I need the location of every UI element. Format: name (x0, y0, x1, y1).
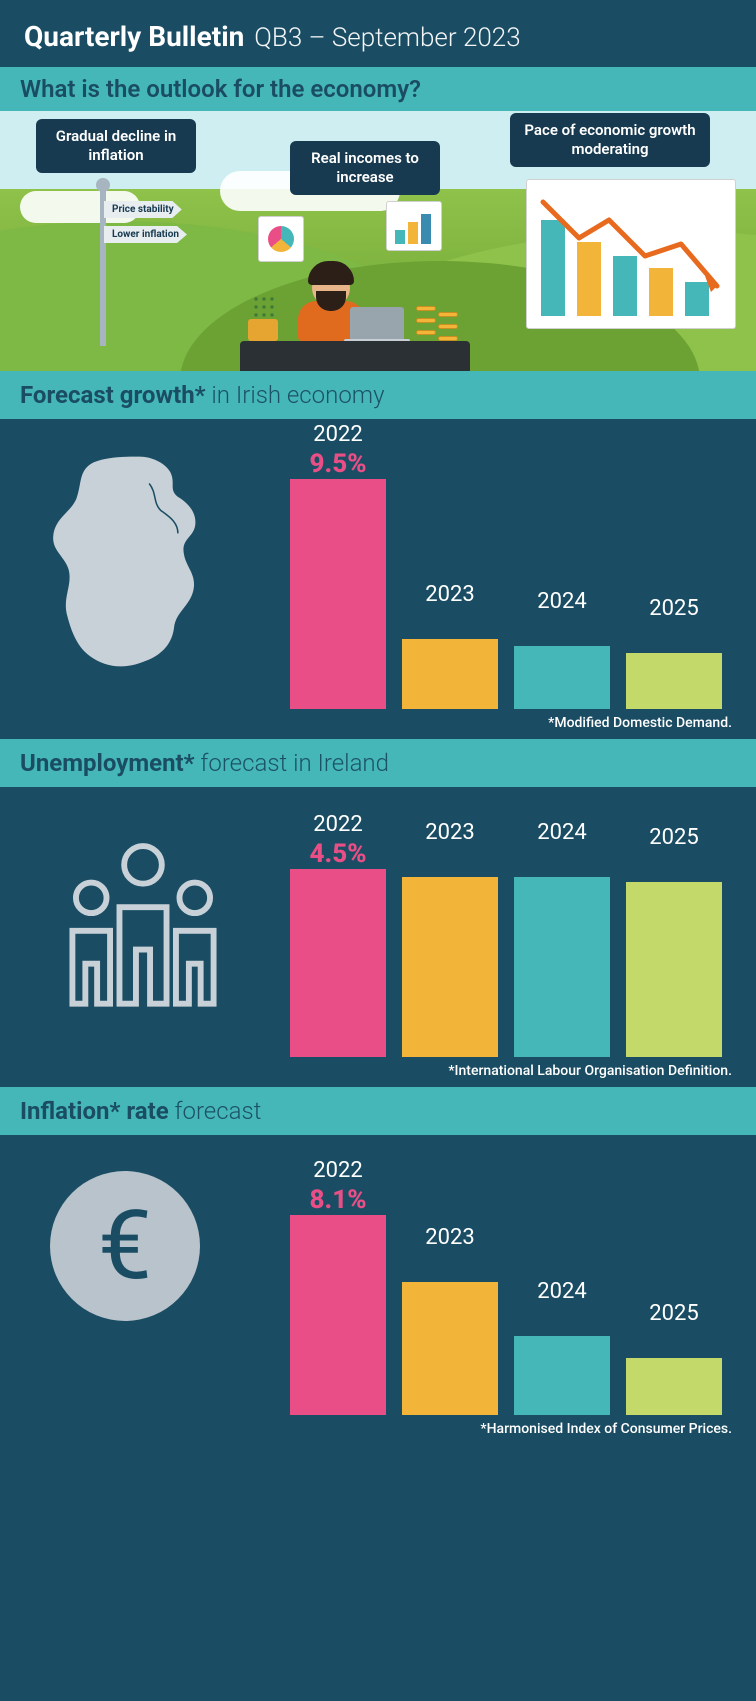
bar-inflation-2023: 20235.4% (402, 1225, 498, 1415)
inflation-footnote: *Harmonised Index of Consumer Prices. (480, 1421, 732, 1437)
bar-percent: 2.6% (534, 616, 591, 646)
callout-real-incomes: Real incomes to increase (290, 141, 440, 195)
outlook-title: What is the outlook for the economy? (0, 67, 756, 111)
bar-growth-2023: 20232.9% (402, 582, 498, 709)
bar-rect (290, 869, 386, 1057)
bar-percent: 2.3% (646, 623, 703, 653)
growth-body: 20229.5%20232.9%20242.6%20252.3% *Modifi… (0, 419, 756, 739)
plant-icon (248, 319, 278, 341)
laptop-icon (350, 307, 404, 341)
bar-rect (514, 877, 610, 1057)
mini-pie-icon (258, 216, 304, 262)
bar-year: 2023 (425, 582, 474, 607)
bar-percent: 3.2% (534, 1306, 591, 1336)
header-title-rest: QB3 – September 2023 (254, 23, 520, 53)
bar-unemployment-2023: 20234.3% (402, 820, 498, 1057)
desk-icon (240, 341, 470, 371)
bar-percent: 8.1% (310, 1185, 367, 1215)
unemployment-band-rest: forecast in Ireland (195, 749, 389, 777)
unemployment-band-bold: Unemployment* (20, 749, 195, 777)
inflation-band: Inflation* rate forecast (0, 1087, 756, 1135)
coins-icon (416, 301, 462, 341)
bar-year: 2025 (649, 1301, 698, 1326)
bar-year: 2024 (537, 820, 586, 845)
bar-year: 2025 (649, 596, 698, 621)
ireland-map-icon (30, 449, 230, 679)
people-group-icon (48, 839, 238, 1039)
bar-percent: 4.2% (646, 852, 703, 882)
bar-year: 2022 (313, 1158, 362, 1183)
sign-lower-inflation: Lower inflation (104, 226, 187, 243)
bar-year: 2024 (537, 589, 586, 614)
sign-price-stability: Price stability (104, 201, 182, 218)
bar-growth-2022: 20229.5% (290, 422, 386, 709)
inflation-band-bold: Inflation* rate (20, 1097, 169, 1125)
bar-rect (402, 639, 498, 709)
inflation-body: € 20228.1%20235.4%20243.2%20252.3% *Harm… (0, 1135, 756, 1445)
callout-inflation-decline: Gradual decline in inflation (36, 119, 196, 173)
bar-inflation-2022: 20228.1% (290, 1158, 386, 1415)
bar-rect (402, 877, 498, 1057)
bar-percent: 4.3% (534, 847, 591, 877)
bar-rect (626, 653, 722, 709)
bar-rect (626, 882, 722, 1057)
growth-footnote: *Modified Domestic Demand. (548, 715, 732, 731)
bar-year: 2023 (425, 820, 474, 845)
bar-unemployment-2025: 20254.2% (626, 825, 722, 1057)
growth-barchart: 20229.5%20232.9%20242.6%20252.3% (290, 422, 722, 709)
euro-symbol: € (98, 1190, 152, 1302)
bar-inflation-2025: 20252.3% (626, 1301, 722, 1415)
unemployment-barchart: 20224.5%20234.3%20244.3%20254.2% (290, 812, 722, 1057)
bar-percent: 4.5% (310, 839, 367, 869)
bar-growth-2025: 20252.3% (626, 596, 722, 709)
bar-percent: 4.3% (422, 847, 479, 877)
callout-growth-moderating: Pace of economic growth moderating (510, 113, 710, 167)
bar-growth-2024: 20242.6% (514, 589, 610, 709)
bar-rect (402, 1282, 498, 1415)
mini-bar-icon (386, 201, 442, 251)
bar-percent: 2.3% (646, 1328, 703, 1358)
bar-rect (626, 1358, 722, 1415)
bar-rect (290, 1215, 386, 1415)
unemployment-band: Unemployment* forecast in Ireland (0, 739, 756, 787)
infographic-root: Quarterly Bulletin QB3 – September 2023 … (0, 0, 756, 1445)
unemployment-footnote: *International Labour Organisation Defin… (448, 1063, 732, 1079)
outlook-illustration: Gradual decline in inflation Real income… (0, 111, 756, 371)
growth-band: Forecast growth* in Irish economy (0, 371, 756, 419)
header-title-bold: Quarterly Bulletin (24, 20, 244, 53)
bar-rect (290, 479, 386, 709)
bar-year: 2023 (425, 1225, 474, 1250)
bar-percent: 2.9% (422, 609, 479, 639)
unemployment-body: 20224.5%20234.3%20244.3%20254.2% *Intern… (0, 787, 756, 1087)
growth-band-bold: Forecast growth* (20, 381, 206, 409)
moderating-chart-card (526, 179, 736, 329)
bar-year: 2022 (313, 812, 362, 837)
bar-rect (514, 646, 610, 709)
header: Quarterly Bulletin QB3 – September 2023 (0, 0, 756, 67)
bar-inflation-2024: 20243.2% (514, 1279, 610, 1415)
bar-rect (514, 1336, 610, 1415)
inflation-band-rest: forecast (169, 1097, 262, 1125)
bar-unemployment-2024: 20244.3% (514, 820, 610, 1057)
bar-percent: 9.5% (310, 449, 367, 479)
trend-arrow-icon (535, 190, 731, 300)
growth-band-rest: in Irish economy (206, 381, 385, 409)
bar-year: 2025 (649, 825, 698, 850)
bar-percent: 5.4% (422, 1252, 479, 1282)
bar-year: 2022 (313, 422, 362, 447)
inflation-barchart: 20228.1%20235.4%20243.2%20252.3% (290, 1158, 722, 1415)
bar-unemployment-2022: 20224.5% (290, 812, 386, 1057)
euro-icon: € (50, 1171, 200, 1321)
bar-year: 2024 (537, 1279, 586, 1304)
